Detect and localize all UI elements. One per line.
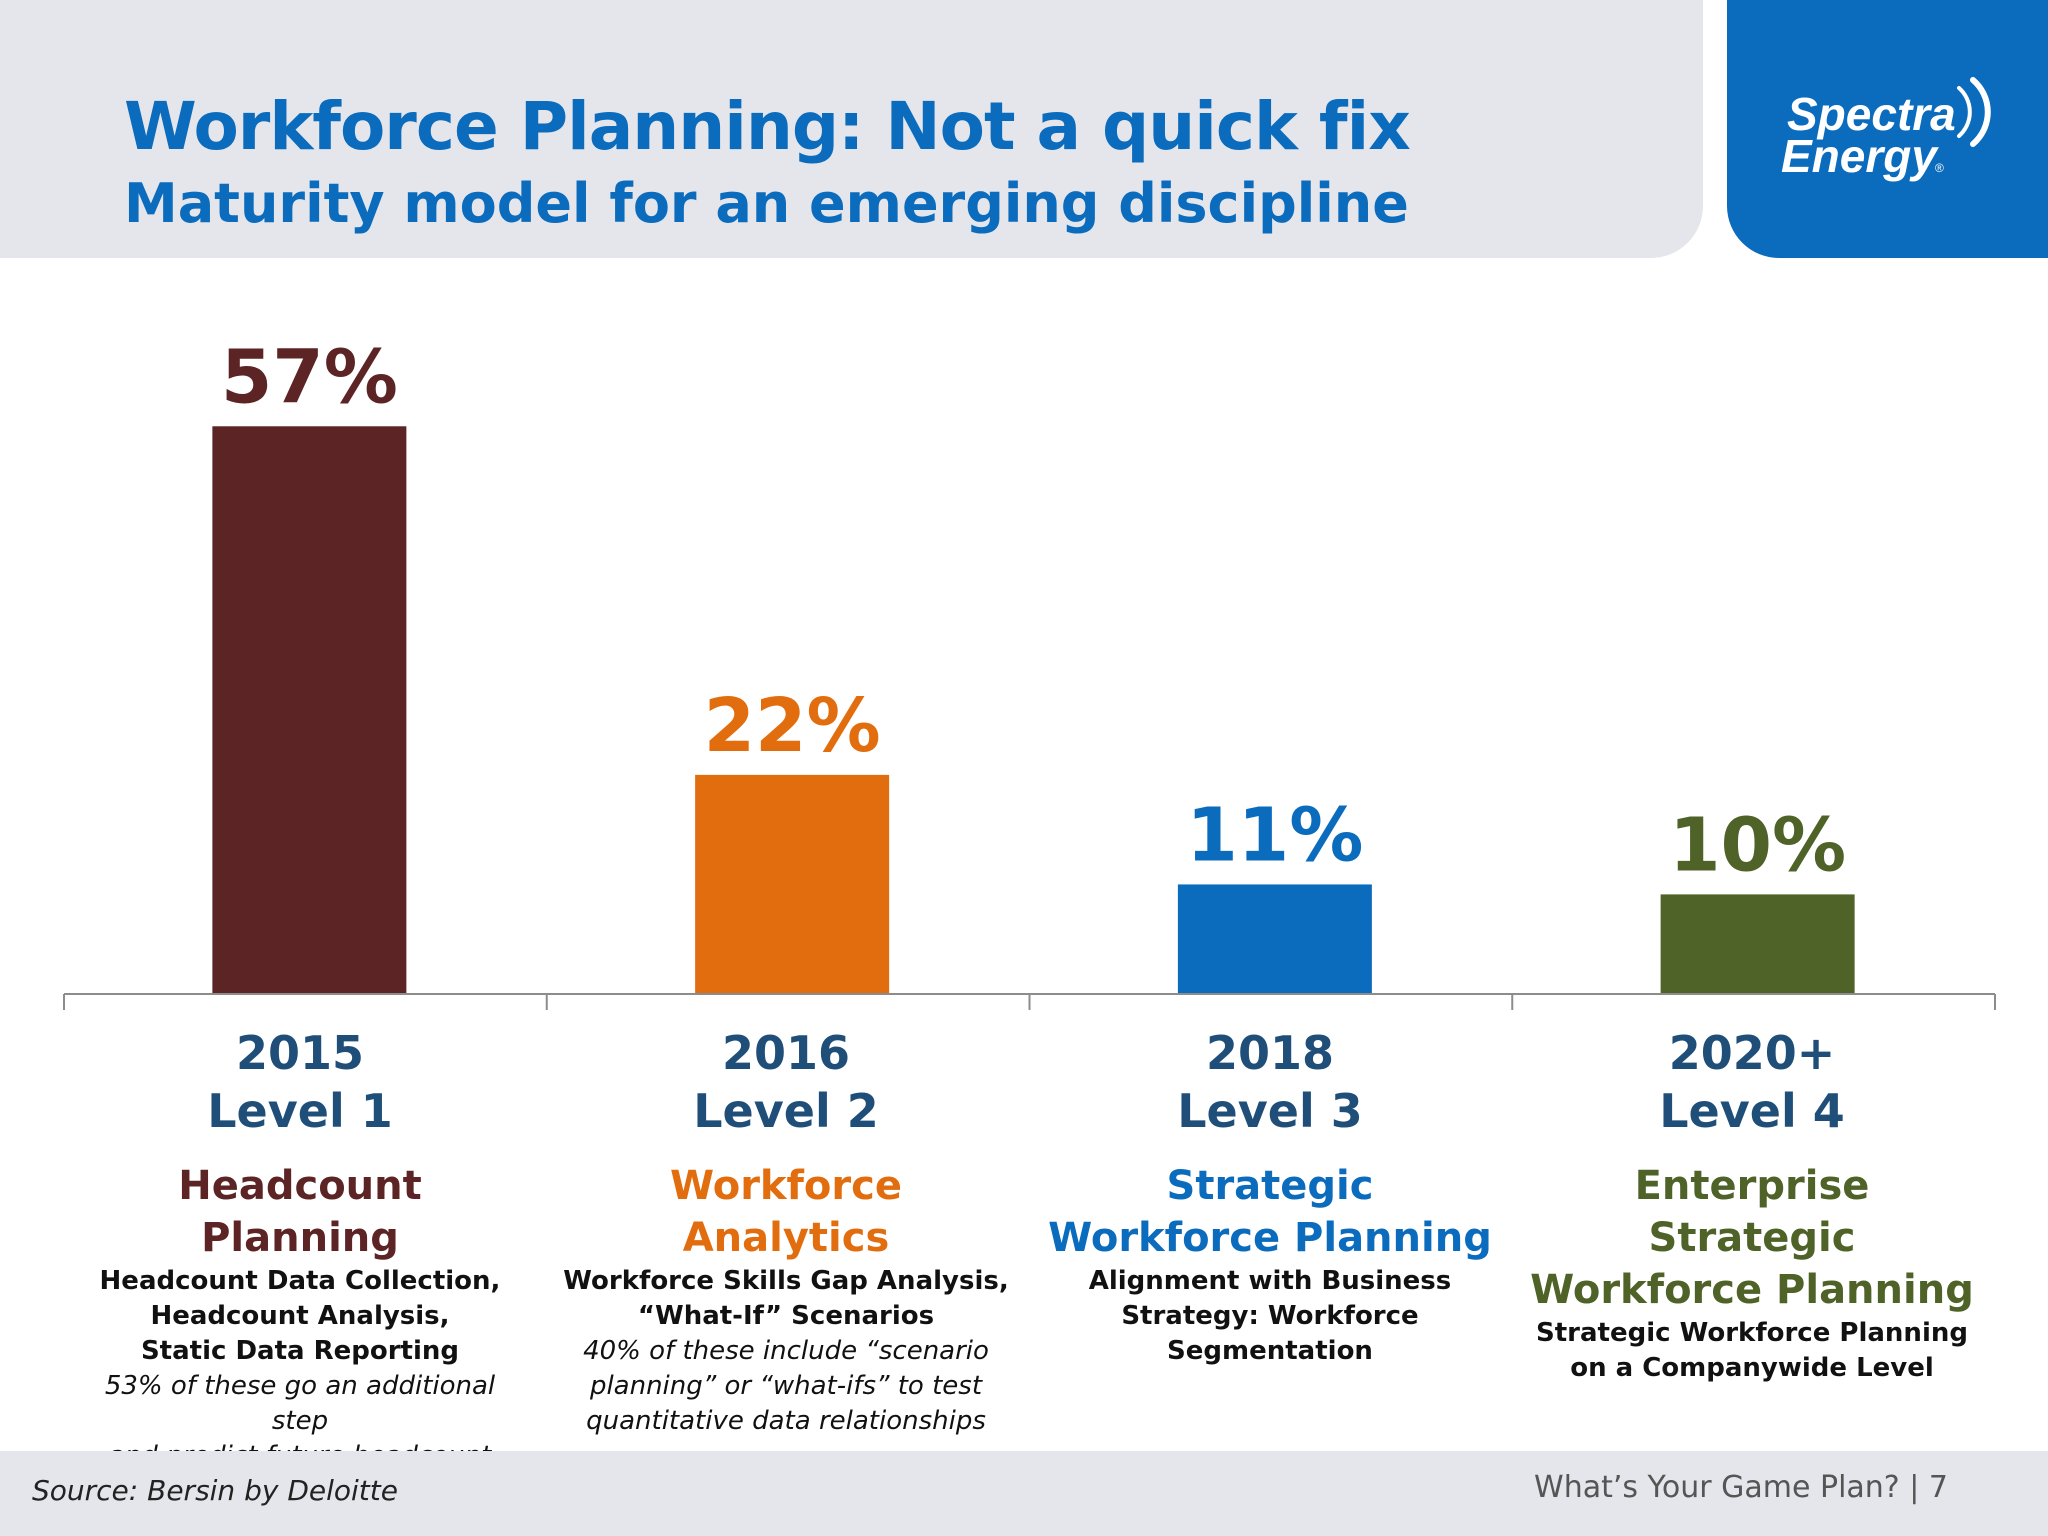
- category-description-line: on a Companywide Level: [1570, 1353, 1934, 1383]
- category-year: 2018: [1205, 1026, 1335, 1080]
- category-description-line: Workforce Skills Gap Analysis,: [563, 1266, 1009, 1296]
- category-name: Enterprise Strategic Workforce Planning: [1530, 1163, 1974, 1313]
- bar-value-label-3: 11%: [1186, 792, 1363, 878]
- bar-value-label-1: 57%: [221, 334, 398, 420]
- bar-2: [695, 774, 890, 994]
- category-note-line: planning” or “what-ifs” to test: [589, 1371, 983, 1401]
- slide-title: Workforce Planning: Not a quick fix: [124, 88, 1411, 165]
- category-description-line: Segmentation: [1167, 1336, 1373, 1366]
- bar-value-label-2: 22%: [704, 683, 881, 769]
- category-level: Level 3: [1177, 1084, 1363, 1138]
- category-name: Workforce Analytics: [670, 1163, 902, 1261]
- spectra-energy-logo-mark: Spectra Energy ®: [1781, 77, 1991, 182]
- category-level: Level 4: [1659, 1084, 1845, 1138]
- category-note-line: quantitative data relationships: [586, 1406, 986, 1436]
- category-description-line: “What-If” Scenarios: [637, 1301, 935, 1331]
- category-description-line: Headcount Data Collection,: [99, 1266, 501, 1296]
- x-axis: [63, 993, 1996, 1010]
- header-band: [0, 0, 1703, 258]
- category-note-line: 53% of these go an additional step: [104, 1371, 496, 1436]
- category-note-line: 40% of these include “scenario: [583, 1336, 989, 1366]
- category-level: Level 1: [207, 1084, 393, 1138]
- footer-band: [0, 1451, 2048, 1536]
- spectra-energy-logo: Spectra Energy ®: [1727, 0, 2048, 258]
- category-level: Level 2: [693, 1084, 879, 1138]
- category-year: 2016: [721, 1026, 851, 1080]
- footer-page-label: What’s Your Game Plan? | 7: [1534, 1470, 1948, 1505]
- bar-3: [1177, 884, 1372, 994]
- category-tick-label-3: 2018 Level 3 Strategic Workforce Planning A…: [1045, 1024, 1495, 1369]
- category-description-line: Headcount Analysis,: [150, 1301, 450, 1331]
- bar-1: [212, 426, 407, 994]
- category-description-line: Alignment with Business: [1088, 1266, 1452, 1296]
- category-year: 2020+: [1668, 1026, 1836, 1080]
- logo-registered-mark: ®: [1935, 161, 1944, 175]
- category-year: 2015: [235, 1026, 365, 1080]
- bar-4: [1660, 894, 1855, 994]
- bar-chart: 57% 22% 11% 10%: [63, 334, 1996, 1010]
- logo-line-2: Energy: [1781, 130, 1939, 182]
- category-description-line: Static Data Reporting: [140, 1336, 460, 1366]
- category-tick-label-4: 2020+ Level 4 Enterprise Strategic Workfor…: [1527, 1024, 1977, 1386]
- category-name: Headcount Planning: [178, 1163, 422, 1261]
- source-note: Source: Bersin by Deloitte: [32, 1474, 398, 1507]
- category-tick-label-1: 2015 Level 1 Headcount Planning Headcount D…: [75, 1024, 525, 1509]
- bars-layer: 57% 22% 11% 10%: [212, 334, 1855, 994]
- bar-value-label-4: 10%: [1669, 802, 1846, 888]
- category-tick-label-2: 2016 Level 2 Workforce Analytics Workforce …: [561, 1024, 1011, 1439]
- logo-line-1: Spectra: [1787, 88, 1956, 140]
- slide-subtitle: Maturity model for an emerging disciplin…: [124, 172, 1409, 235]
- category-name: Strategic Workforce Planning: [1048, 1163, 1492, 1261]
- category-description-line: Strategy: Workforce: [1121, 1301, 1419, 1331]
- category-description-line: Strategic Workforce Planning: [1536, 1318, 1968, 1348]
